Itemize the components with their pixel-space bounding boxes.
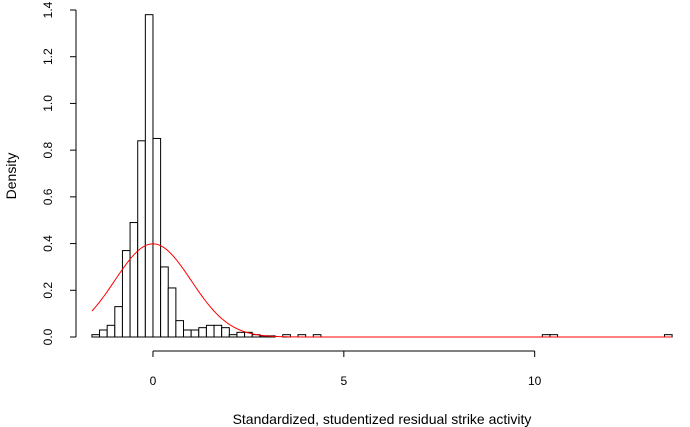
y-tick-label: 0.2 [41, 282, 55, 299]
y-tick-label: 1.2 [41, 48, 55, 65]
histogram-bar [175, 320, 185, 338]
histogram-bar [221, 327, 230, 338]
histogram-bar [129, 222, 139, 338]
x-tick-label: 10 [528, 374, 542, 388]
histogram-bar [190, 329, 200, 338]
histogram-bar [228, 334, 238, 338]
y-axis: 0.0 0.2 0.4 0.6 0.8 1.0 1.2 1.4 [41, 1, 77, 345]
histogram-bars [91, 14, 673, 338]
histogram-bar [236, 331, 246, 338]
histogram-bar [160, 266, 169, 338]
y-tick-label: 1.4 [41, 1, 55, 18]
histogram-bar [91, 334, 101, 338]
histogram-bar [205, 324, 215, 338]
y-tick-label: 0.8 [41, 141, 55, 158]
histogram-bar [152, 137, 162, 338]
normal-density-curve [91, 243, 673, 338]
x-axis: 0 5 10 [150, 350, 542, 388]
histogram-bar [114, 306, 123, 338]
x-axis-label: Standardized, studentized residual strik… [233, 411, 532, 427]
y-tick-label: 0.0 [41, 328, 55, 345]
histogram-bar [99, 329, 108, 338]
y-tick-label: 0.4 [41, 235, 55, 252]
x-tick-label: 5 [340, 374, 347, 388]
histogram-bar [144, 14, 154, 338]
y-tick-label: 0.6 [41, 188, 55, 205]
y-tick-label: 1.0 [41, 95, 55, 112]
histogram-bar [183, 329, 192, 338]
histogram-bar [106, 324, 116, 338]
histogram-bar [137, 140, 146, 338]
histogram-bar [198, 327, 207, 338]
y-axis-label: Density [3, 153, 19, 200]
histogram-bar [213, 324, 223, 338]
histogram-bar [167, 287, 177, 338]
x-tick-label: 0 [150, 374, 157, 388]
